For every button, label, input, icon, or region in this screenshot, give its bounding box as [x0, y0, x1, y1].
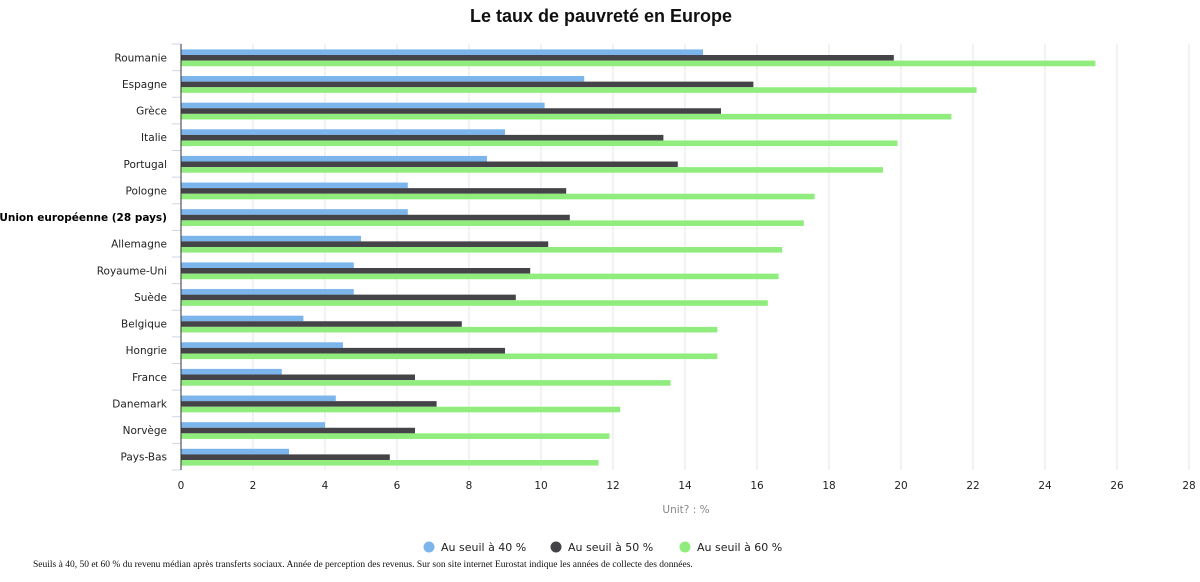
bar-seuil-50	[181, 401, 437, 407]
category-label: Suède	[134, 292, 167, 304]
bar-seuil-40	[181, 76, 585, 82]
bar-seuil-40	[181, 155, 487, 162]
bar-seuil-60	[181, 87, 977, 93]
bar-seuil-50	[181, 268, 531, 274]
legend-label: Au seuil à 40 %	[441, 541, 526, 554]
bar-seuil-60	[181, 60, 1096, 67]
x-tick-label: 10	[534, 480, 547, 492]
bar-seuil-40	[181, 395, 336, 402]
bar-seuil-60	[181, 167, 883, 173]
x-tick-labels: 0 2 4 6 8 10 12 14 16 18 20 22 24 26 28	[178, 480, 1196, 492]
bar-seuil-60	[181, 193, 815, 200]
category-label: Italie	[141, 132, 167, 144]
bar-seuil-60	[181, 326, 718, 333]
x-axis-title: Unit? : %	[662, 504, 709, 516]
x-tick-label: 4	[322, 480, 329, 492]
bar-seuil-50	[181, 214, 570, 221]
bar-seuil-40	[181, 209, 408, 215]
category-label: Belgique	[121, 319, 167, 331]
bar-seuil-40	[181, 49, 703, 56]
bar-seuil-60	[181, 406, 621, 413]
bar-seuil-40	[181, 182, 408, 189]
bar-seuil-60	[181, 380, 671, 386]
category-label: Union européenne (28 pays)	[0, 212, 167, 224]
x-tick-label: 12	[606, 480, 619, 492]
bar-seuil-50	[181, 427, 415, 434]
legend-marker	[423, 541, 435, 553]
bar-seuil-50	[181, 241, 549, 247]
legend-item[interactable]: Au seuil à 60 %	[679, 541, 783, 554]
bar-seuil-40	[181, 448, 289, 455]
category-ticks	[172, 43, 181, 471]
category-label: Espagne	[122, 79, 167, 91]
category-label: Norvège	[123, 425, 167, 437]
x-tick-label: 22	[966, 480, 979, 492]
bar-seuil-50	[181, 347, 505, 354]
bar-seuil-50	[181, 294, 516, 301]
category-label: Grèce	[136, 106, 167, 118]
bar-seuil-40	[181, 289, 354, 295]
bar-seuil-50	[181, 188, 567, 194]
footnote: Seuils à 40, 50 et 60 % du revenu médian…	[33, 560, 693, 570]
x-tick-label: 16	[750, 480, 764, 492]
bar-seuil-60	[181, 220, 804, 226]
legend-marker	[550, 541, 562, 553]
category-label: Pays-Bas	[120, 452, 167, 464]
category-label: Danemark	[112, 398, 168, 410]
bar-seuil-40	[181, 262, 354, 269]
legend-label: Au seuil à 60 %	[697, 541, 782, 554]
bar-seuil-50	[181, 134, 664, 141]
category-label: Portugal	[124, 159, 168, 171]
bar-seuil-60	[181, 113, 952, 120]
bar-seuil-50	[181, 374, 415, 381]
bar-seuil-60	[181, 273, 779, 280]
category-label: Allemagne	[111, 239, 167, 251]
bar-seuil-40	[181, 315, 304, 322]
category-label: France	[132, 372, 167, 384]
category-labels: Roumanie Espagne Grèce Italie Portugal Pologn…	[0, 52, 168, 463]
bar-seuil-50	[181, 161, 678, 168]
bar-seuil-40	[181, 102, 545, 109]
category-label: Pologne	[125, 185, 167, 197]
x-tick-label: 28	[1182, 480, 1195, 492]
x-tick-label: 26	[1110, 480, 1124, 492]
bar-seuil-60	[181, 300, 768, 306]
x-tick-label: 14	[678, 480, 692, 492]
bar-seuil-40	[181, 235, 361, 242]
bar-seuil-60	[181, 246, 783, 253]
x-tick-label: 20	[894, 480, 907, 492]
bar-seuil-40	[181, 422, 325, 428]
bar-seuil-50	[181, 81, 754, 88]
x-tick-label: 8	[466, 480, 473, 492]
chart-title: Le taux de pauvreté en Europe	[470, 6, 732, 26]
bar-seuil-40	[181, 342, 343, 348]
bar-seuil-60	[181, 459, 599, 466]
bar-seuil-40	[181, 368, 282, 375]
bar-seuil-50	[181, 55, 894, 61]
bar-seuil-60	[181, 433, 610, 439]
x-tick-label: 24	[1038, 480, 1052, 492]
category-label: Royaume-Uni	[97, 265, 167, 277]
legend: Au seuil à 40 % Au seuil à 50 % Au seuil à…	[423, 541, 783, 554]
x-tick-label: 18	[822, 480, 835, 492]
x-tick-label: 6	[394, 480, 401, 492]
bar-seuil-60	[181, 353, 718, 360]
x-tick-label: 0	[178, 480, 185, 492]
legend-marker	[679, 541, 691, 553]
bar-seuil-50	[181, 454, 390, 460]
bar-seuil-50	[181, 321, 462, 327]
legend-item[interactable]: Au seuil à 40 %	[423, 541, 527, 554]
bar-seuil-40	[181, 129, 505, 135]
legend-item[interactable]: Au seuil à 50 %	[550, 541, 654, 554]
bars	[181, 49, 1096, 466]
x-tick-label: 2	[250, 480, 257, 492]
category-label: Roumanie	[114, 52, 167, 64]
bar-seuil-60	[181, 140, 898, 147]
category-label: Hongrie	[126, 345, 167, 357]
legend-label: Au seuil à 50 %	[568, 541, 653, 554]
bar-seuil-50	[181, 108, 721, 114]
